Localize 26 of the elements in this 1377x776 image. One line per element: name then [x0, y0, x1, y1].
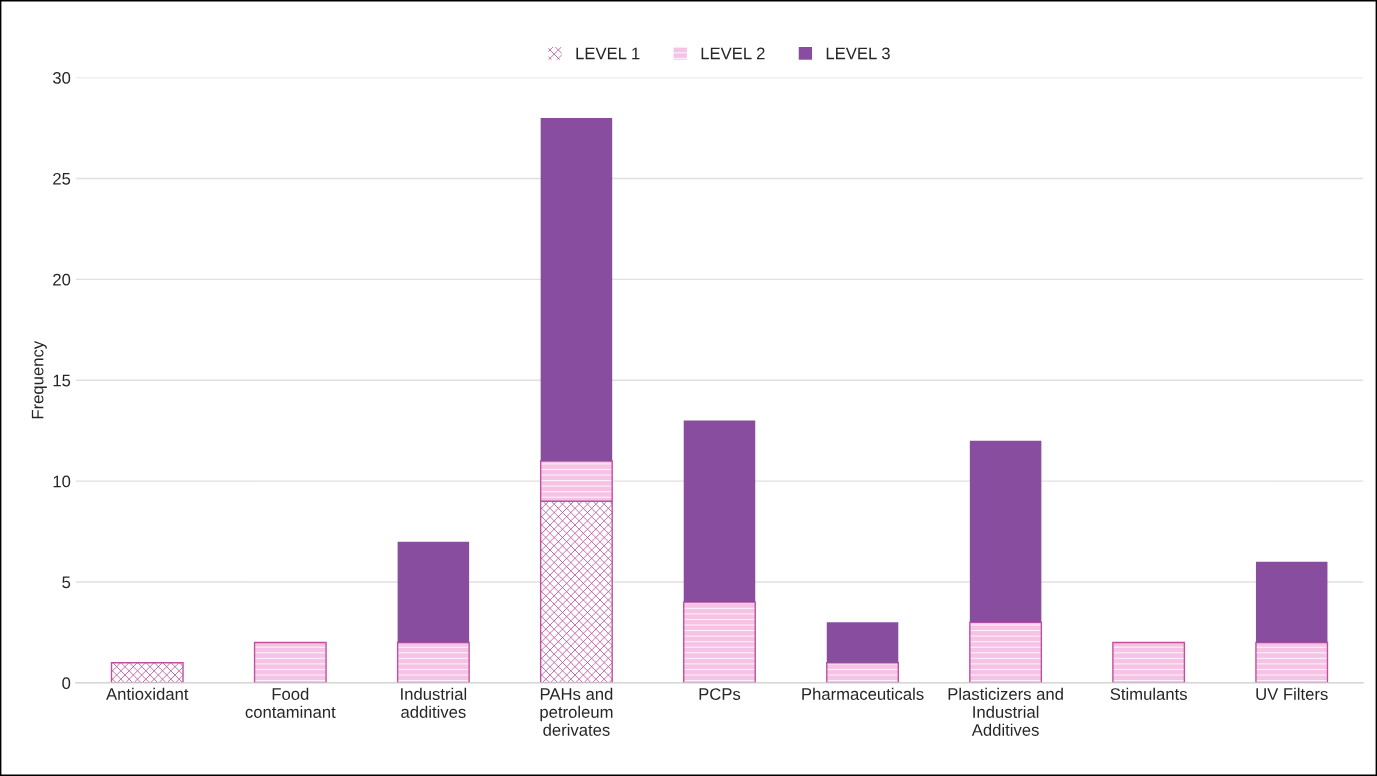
- y-tick-label: 0: [62, 677, 71, 690]
- x-tick-label: PCPs: [699, 688, 741, 700]
- bar: [1255, 561, 1328, 643]
- y-tick-label: 10: [53, 475, 71, 488]
- bar: [683, 420, 756, 603]
- x-tick-label: PAHs and petroleum derivates: [540, 687, 613, 736]
- x-tick-label: UV Filters: [1256, 687, 1328, 700]
- y-axis-title: Frequency: [31, 340, 47, 419]
- bar: [540, 117, 613, 461]
- x-tick-label: Industrial additives: [401, 687, 467, 718]
- bar: [969, 440, 1042, 623]
- bar: [826, 622, 899, 663]
- legend-label: LEVEL 3: [826, 47, 890, 60]
- y-tick-label: 30: [52, 72, 71, 84]
- y-tick-label: 15: [53, 374, 71, 387]
- x-tick-label: Antioxidant: [106, 687, 189, 700]
- x-tick-label: Pharmaceuticals: [802, 687, 924, 700]
- x-tick-label: Food contaminant: [245, 687, 336, 718]
- y-tick-label: 20: [53, 273, 71, 286]
- y-tick-label: 5: [62, 576, 71, 589]
- legend-label: LEVEL 2: [701, 47, 765, 60]
- x-tick-label: Stimulants: [1110, 687, 1187, 700]
- x-tick-label: Plasticizers and Industrial Additives: [948, 687, 1063, 736]
- bar: [397, 541, 470, 643]
- y-tick-label: 25: [53, 172, 71, 185]
- legend-label: LEVEL 1: [576, 47, 640, 60]
